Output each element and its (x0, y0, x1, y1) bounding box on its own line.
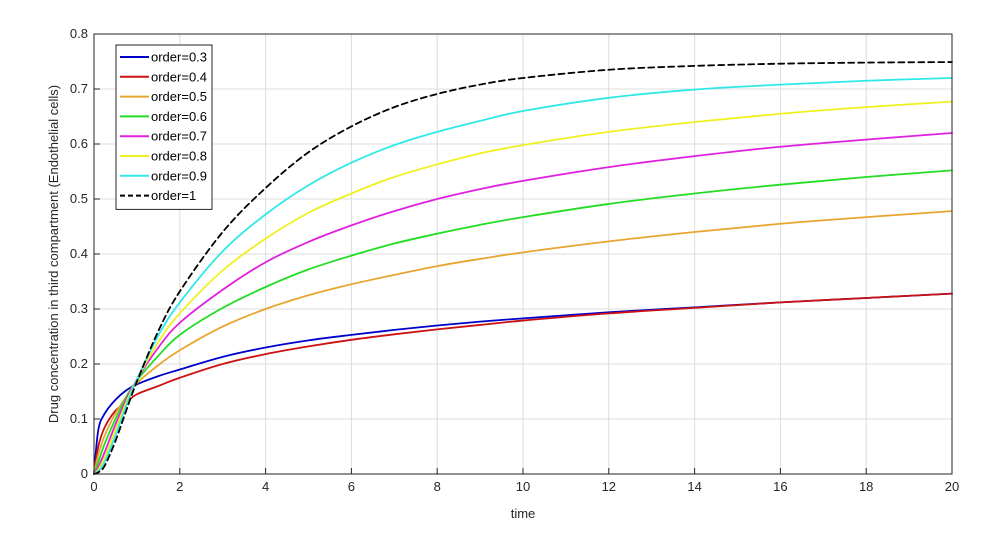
series-line-order-1 (93, 61, 953, 475)
x-tick-label: 6 (348, 479, 355, 494)
legend-entry-label: order=0.5 (151, 89, 207, 104)
legend-entry-label: order=0.9 (151, 168, 207, 183)
y-tick-label: 0.3 (70, 301, 88, 316)
x-tick-label: 0 (90, 479, 97, 494)
y-tick-label: 0.2 (70, 356, 88, 371)
x-tick-label: 2 (176, 479, 183, 494)
x-tick-label: 20 (945, 479, 959, 494)
axes-box (93, 33, 953, 475)
y-tick-label: 0 (81, 466, 88, 481)
legend-box (115, 44, 213, 210)
legend-entry-label: order=0.4 (151, 69, 207, 84)
y-tick-label: 0.7 (70, 81, 88, 96)
series-line-order-0-7 (93, 132, 953, 475)
series-line-order-0-8 (93, 100, 953, 475)
x-tick-label: 16 (773, 479, 787, 494)
legend-entry-label: order=0.7 (151, 129, 207, 144)
legend: order=0.3 order=0.4 order=0.5 order=0.6 orde… (115, 44, 213, 210)
tick-labels: 0 2 4 6 8 10 12 14 16 18 20 0 0.1 0.2 0.3 0.4 0.5 0.6 0.7 0… (70, 26, 959, 494)
x-tick-label: 14 (687, 479, 701, 494)
x-tick-label: 12 (602, 479, 616, 494)
y-tick-label: 0.4 (70, 246, 88, 261)
y-tick-label: 0.6 (70, 136, 88, 151)
series-line-order-0-6 (93, 169, 953, 475)
axes-frame (93, 33, 953, 475)
y-axis-label: Drug concentration in third compartment … (46, 85, 61, 423)
y-tick-label: 0.5 (70, 191, 88, 206)
x-tick-label: 8 (434, 479, 441, 494)
x-tick-label: 4 (262, 479, 269, 494)
legend-entry-label: order=1 (151, 188, 196, 203)
x-tick-label: 10 (516, 479, 530, 494)
series-lines (93, 61, 953, 475)
x-axis-label: time (511, 506, 536, 521)
y-tick-label: 0.8 (70, 26, 88, 41)
series-line-order-0-5 (93, 210, 953, 475)
y-tick-label: 0.1 (70, 411, 88, 426)
legend-entry-label: order=0.3 (151, 50, 207, 65)
legend-entry-label: order=0.8 (151, 149, 207, 164)
legend-entry-label: order=0.6 (151, 109, 207, 124)
series-line-order-0-9 (93, 77, 953, 475)
x-tick-label: 18 (859, 479, 873, 494)
